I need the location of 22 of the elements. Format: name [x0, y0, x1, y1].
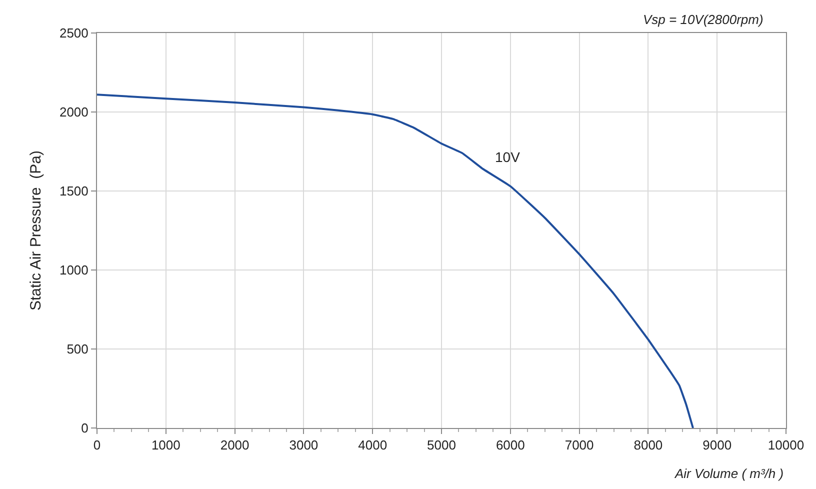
x-tick-label: 8000 [634, 438, 663, 453]
y-axis-title: Static Air Pressure (Pa) [28, 150, 45, 311]
y-tick-label: 0 [81, 420, 88, 436]
x-tick-label: 1000 [151, 438, 180, 453]
line-series [97, 94, 694, 428]
x-tick-label: 4000 [358, 438, 388, 453]
y-tick-label: 2000 [59, 104, 88, 120]
x-tick-label: 0 [93, 438, 101, 453]
text: Vsp = 10V(2800rpm) [643, 12, 764, 27]
y-tick-label: 1000 [59, 262, 88, 278]
y-tick-label: 500 [66, 342, 88, 357]
x-tick-label: 6000 [496, 438, 525, 453]
y-tick-label: 1500 [59, 184, 88, 199]
x-tick-label: 2000 [220, 438, 250, 453]
x-tick-label: 7000 [564, 438, 594, 453]
series-label: 10V [495, 149, 521, 165]
x-axis-title: Air Volume ( m³/h ) [674, 466, 784, 481]
x-tick-label: 9000 [702, 438, 732, 453]
y-tick-label: 2500 [59, 26, 88, 41]
x-tick-label: 5000 [427, 438, 456, 453]
x-tick-label: 10000 [768, 438, 804, 453]
x-tick-label: 3000 [289, 438, 318, 453]
